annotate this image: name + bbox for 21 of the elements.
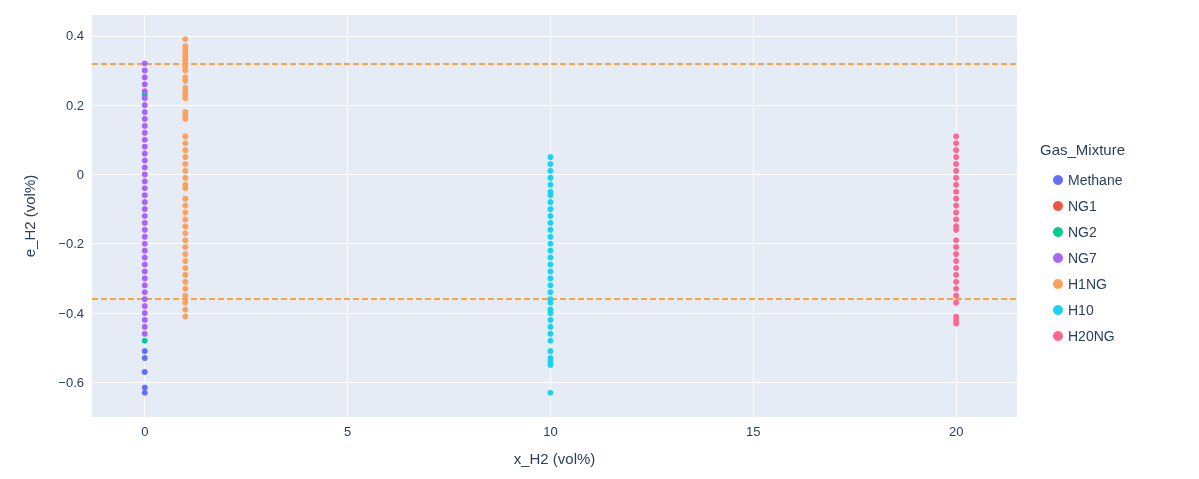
legend-label: NG1 bbox=[1068, 198, 1097, 214]
x-axis-title: x_H2 (vol%) bbox=[513, 450, 596, 467]
legend-label: H10 bbox=[1068, 302, 1094, 318]
y-tick-label: 0.2 bbox=[65, 97, 84, 113]
y-tick-label: −0.4 bbox=[58, 305, 84, 321]
legend-label: NG2 bbox=[1068, 224, 1097, 240]
x-tick-label: 20 bbox=[948, 424, 964, 439]
x-tick-label: 15 bbox=[746, 424, 761, 439]
x-tick-label: 5 bbox=[343, 424, 352, 439]
y-tick-label: −0.6 bbox=[58, 374, 84, 390]
x-tick-label: 0 bbox=[141, 424, 149, 439]
legend-label: H1NG bbox=[1068, 276, 1107, 292]
legend-label: Methane bbox=[1068, 172, 1123, 188]
y-tick-label: 0 bbox=[76, 166, 84, 182]
x-tick-label: 10 bbox=[543, 424, 558, 439]
legend-label: H20NG bbox=[1068, 328, 1115, 344]
y-tick-label: −0.2 bbox=[58, 236, 84, 252]
y-axis-title: e_H2 (vol%) bbox=[21, 174, 38, 258]
y-tick-label: 0.4 bbox=[65, 28, 84, 44]
legend-title: Gas_Mixture bbox=[1040, 141, 1126, 158]
legend-label: NG7 bbox=[1068, 250, 1097, 266]
